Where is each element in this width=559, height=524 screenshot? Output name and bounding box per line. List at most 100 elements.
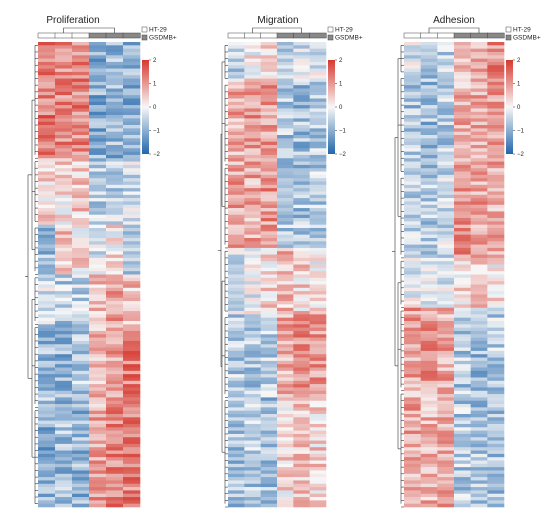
heatmap-cell: [487, 437, 505, 441]
heatmap-cell: [55, 95, 73, 99]
heatmap-cell: [244, 483, 261, 488]
heatmap-cell: [293, 347, 310, 352]
heatmap-cell: [309, 78, 327, 83]
heatmap-cell: [420, 111, 438, 116]
heatmap-cell: [106, 483, 124, 488]
heatmap-cell: [277, 450, 294, 455]
heatmap-cell: [260, 430, 278, 435]
heatmap-cell: [123, 483, 141, 488]
heatmap-cell: [293, 350, 310, 355]
heatmap-cell: [38, 347, 56, 352]
heatmap-cell: [228, 314, 245, 318]
heatmap-cell: [293, 410, 310, 415]
heatmap-cell: [244, 460, 261, 465]
heatmap-cell: [260, 490, 278, 495]
heatmap-cell: [244, 274, 261, 279]
heatmap-cell: [309, 443, 327, 448]
heatmap-cell: [309, 304, 327, 309]
heatmap-cell: [123, 264, 141, 269]
heatmap-cell: [244, 48, 261, 53]
heatmap-cell: [293, 171, 310, 176]
heatmap-cell: [404, 71, 421, 76]
column-annotation-cell: [437, 32, 455, 39]
heatmap-cell: [309, 470, 327, 475]
heatmap-cell: [38, 301, 56, 305]
heatmap-cell: [228, 125, 245, 129]
heatmap-cell: [437, 470, 455, 475]
heatmap-cell: [437, 58, 455, 63]
heatmap-cell: [437, 261, 455, 265]
heatmap-cell: [487, 231, 505, 235]
heatmap-cell: [106, 467, 124, 471]
heatmap-cell: [89, 304, 107, 309]
heatmap-cell: [38, 367, 56, 372]
heatmap-cell: [38, 81, 56, 86]
heatmap-cell: [437, 144, 455, 149]
heatmap-cell: [277, 354, 294, 358]
heatmap-cell: [123, 267, 141, 272]
heatmap-cell: [228, 184, 245, 189]
heatmap-cell: [293, 384, 310, 388]
heatmap-cell: [420, 115, 438, 119]
heatmap-cell: [293, 433, 310, 438]
heatmap-cell: [404, 65, 421, 69]
heatmap-cell: [470, 115, 488, 119]
heatmap-cell: [89, 91, 107, 96]
heatmap-cell: [487, 470, 505, 475]
heatmap-cell: [123, 314, 141, 318]
heatmap-cell: [293, 95, 310, 99]
heatmap-cell: [72, 264, 90, 269]
heatmap-cell: [277, 500, 294, 504]
heatmap-cell: [123, 208, 141, 212]
heatmap-cell: [55, 284, 73, 289]
heatmap-cell: [260, 321, 278, 325]
heatmap-cell: [470, 51, 488, 56]
heatmap-cell: [260, 204, 278, 209]
heatmap-cell: [420, 42, 438, 46]
heatmap-cell: [89, 108, 107, 113]
heatmap-cell: [228, 168, 245, 172]
heatmap-cell: [404, 287, 421, 292]
heatmap-cell: [487, 85, 505, 89]
heatmap-cell: [437, 453, 455, 458]
heatmap-cell: [244, 121, 261, 126]
heatmap-cell: [454, 191, 471, 196]
heatmap-cell: [277, 257, 294, 262]
heatmap-cell: [487, 55, 505, 59]
heatmap-cell: [309, 487, 327, 491]
heatmap-cell: [420, 493, 438, 498]
heatmap-cell: [487, 400, 505, 405]
heatmap-cell: [228, 384, 245, 388]
heatmap-cell: [38, 277, 56, 282]
heatmap-cell: [487, 360, 505, 365]
heatmap-cell: [55, 257, 73, 262]
heatmap-cell: [89, 171, 107, 176]
heatmap-cell: [309, 85, 327, 89]
heatmap-cell: [72, 178, 90, 182]
heatmap-cell: [470, 443, 488, 448]
heatmap-cell: [487, 108, 505, 113]
heatmap-cell: [123, 135, 141, 139]
heatmap-cell: [228, 164, 245, 169]
heatmap-cell: [89, 470, 107, 475]
heatmap-cell: [420, 374, 438, 378]
heatmap-cell: [55, 261, 73, 265]
heatmap-cell: [470, 380, 488, 385]
heatmap-cell: [470, 61, 488, 66]
heatmap-cell: [309, 390, 327, 395]
heatmap-cell: [72, 453, 90, 458]
heatmap-cell: [123, 294, 141, 299]
heatmap-cell: [72, 380, 90, 385]
heatmap-cell: [437, 437, 455, 441]
heatmap-cell: [404, 108, 421, 113]
heatmap-cell: [404, 141, 421, 146]
heatmap-cell: [38, 433, 56, 438]
heatmap-cell: [260, 188, 278, 192]
heatmap-cell: [228, 307, 245, 312]
colorbar-tick-label: −1: [339, 129, 347, 135]
heatmap-cell: [277, 340, 294, 345]
heatmap-cell: [404, 231, 421, 235]
heatmap-cell: [228, 264, 245, 269]
heatmap-cell: [309, 463, 327, 468]
heatmap-cell: [123, 453, 141, 458]
